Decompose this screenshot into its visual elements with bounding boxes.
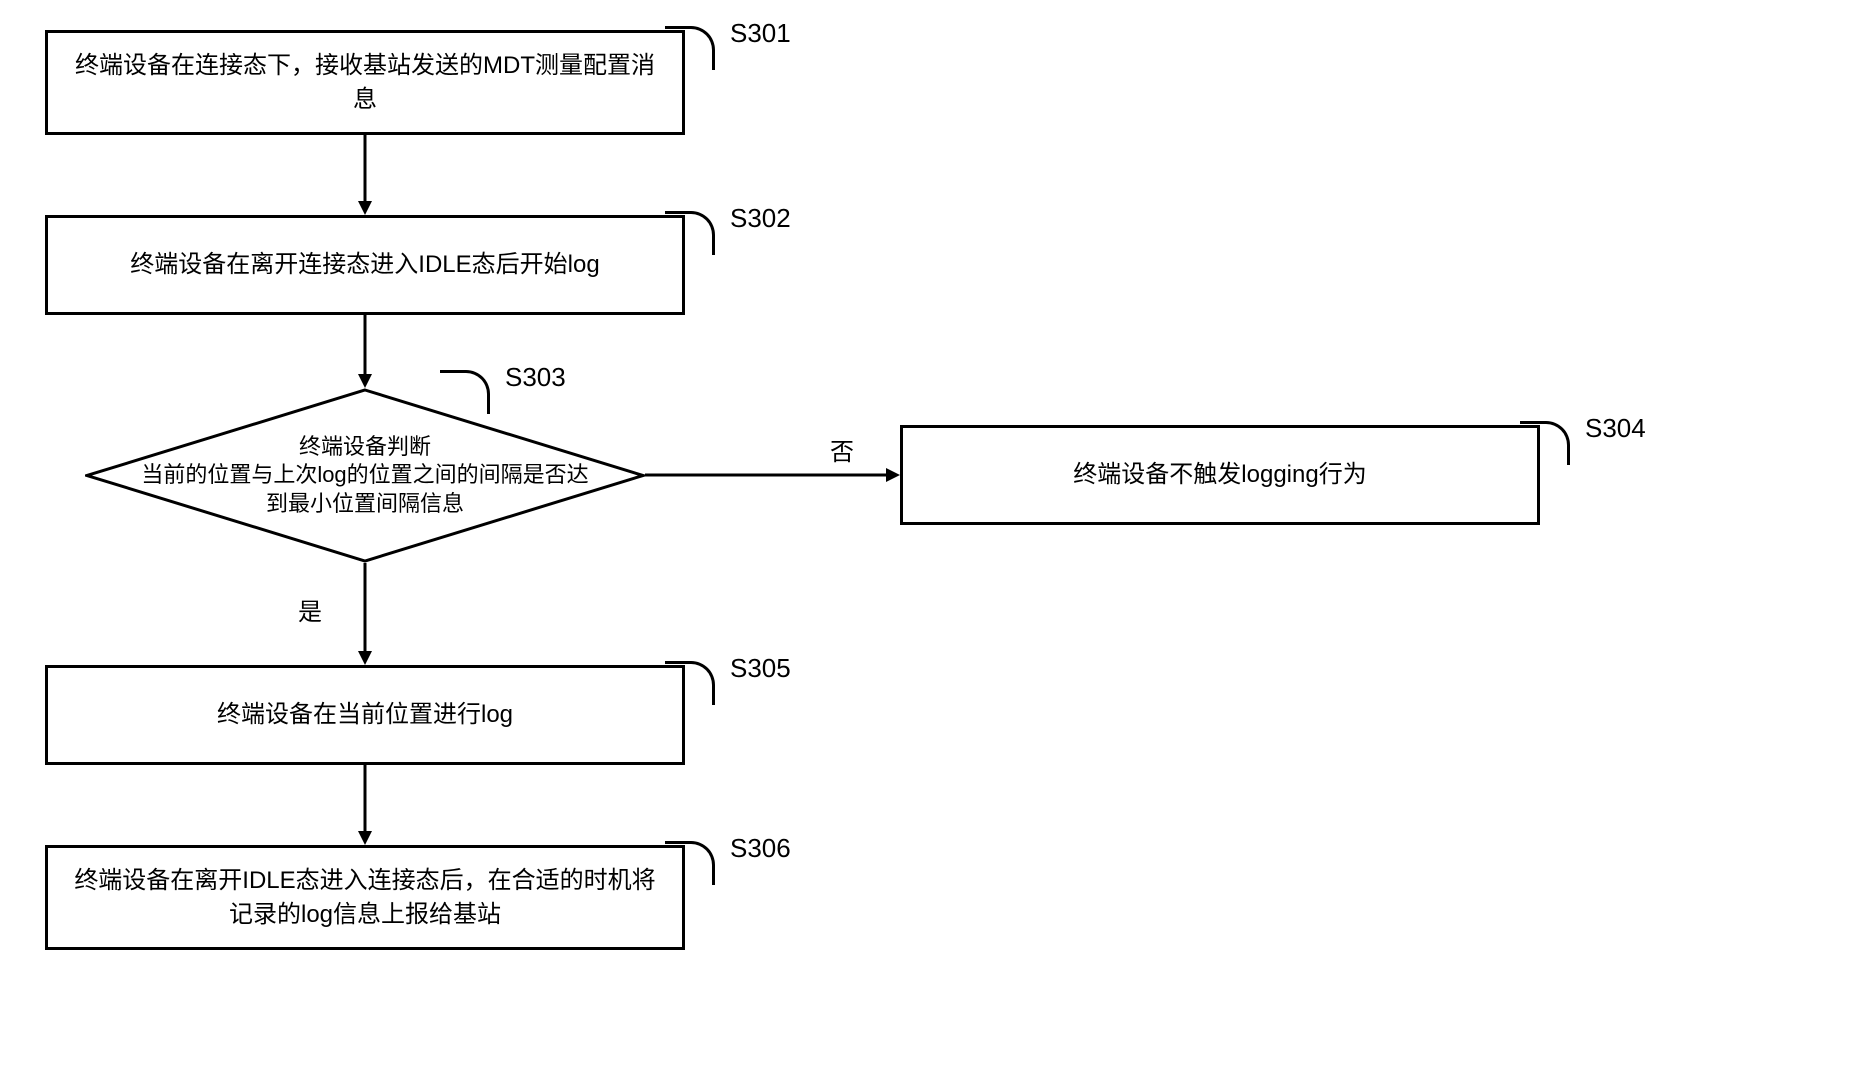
label-s301: S301 (730, 18, 791, 49)
label-s302: S302 (730, 203, 791, 234)
label-s303: S303 (505, 362, 566, 393)
node-s303-text: 终端设备判断 当前的位置与上次log的位置之间的间隔是否达 到最小位置间隔信息 (141, 433, 588, 519)
connector-s305 (665, 661, 715, 705)
arrow-s301-s302 (355, 135, 375, 217)
flowchart-canvas: 终端设备在连接态下，接收基站发送的MDT测量配置消息 S301 终端设备在离开连… (0, 0, 1860, 1066)
connector-s303 (440, 370, 490, 414)
arrow-s305-s306 (355, 765, 375, 847)
connector-s304 (1520, 421, 1570, 465)
arrow-s302-s303 (355, 315, 375, 390)
node-s303-line1: 终端设备判断 (141, 433, 588, 462)
connector-s306 (665, 841, 715, 885)
label-s304: S304 (1585, 413, 1646, 444)
connector-s302 (665, 211, 715, 255)
node-s303-line3: 到最小位置间隔信息 (141, 490, 588, 519)
node-s303: 终端设备判断 当前的位置与上次log的位置之间的间隔是否达 到最小位置间隔信息 (85, 388, 645, 563)
connector-s301 (665, 26, 715, 70)
node-s301-text: 终端设备在连接态下，接收基站发送的MDT测量配置消息 (64, 49, 666, 116)
node-s304-text: 终端设备不触发logging行为 (1073, 458, 1366, 492)
node-s301: 终端设备在连接态下，接收基站发送的MDT测量配置消息 (45, 30, 685, 135)
node-s305-text: 终端设备在当前位置进行log (217, 698, 513, 732)
node-s304: 终端设备不触发logging行为 (900, 425, 1540, 525)
node-s303-line2: 当前的位置与上次log的位置之间的间隔是否达 (141, 461, 588, 490)
node-s302: 终端设备在离开连接态进入IDLE态后开始log (45, 215, 685, 315)
label-s306: S306 (730, 833, 791, 864)
edge-label-no: 否 (830, 432, 854, 467)
node-s302-text: 终端设备在离开连接态进入IDLE态后开始log (130, 248, 599, 282)
arrow-s303-s304 (645, 465, 902, 485)
node-s306-text: 终端设备在离开IDLE态进入连接态后，在合适的时机将记录的log信息上报给基站 (64, 864, 666, 931)
edge-label-yes: 是 (298, 592, 322, 627)
label-s305: S305 (730, 653, 791, 684)
arrow-s303-s305 (355, 563, 375, 667)
node-s305: 终端设备在当前位置进行log (45, 665, 685, 765)
node-s306: 终端设备在离开IDLE态进入连接态后，在合适的时机将记录的log信息上报给基站 (45, 845, 685, 950)
